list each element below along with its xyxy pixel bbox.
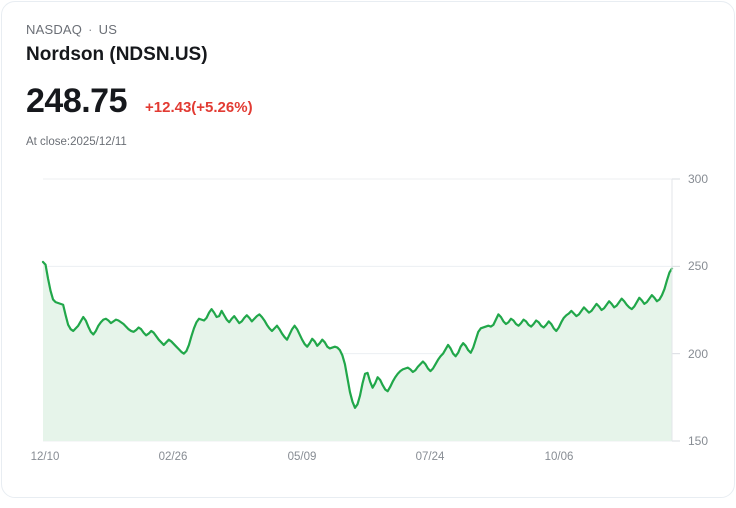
company-name: Nordson (NDSN.US) bbox=[26, 44, 208, 65]
last-price: 248.75 bbox=[26, 82, 128, 120]
price-row: 248.75 +12.43(+5.26%) bbox=[26, 82, 253, 120]
exchange-label: NASDAQ bbox=[26, 22, 83, 37]
y-axis-label: 200 bbox=[688, 346, 709, 361]
chart-axis-ticks bbox=[672, 178, 680, 442]
x-axis-label: 02/26 bbox=[158, 451, 188, 463]
x-axis-label: 05/09 bbox=[287, 451, 317, 463]
x-axis-label: 12/10 bbox=[30, 451, 60, 463]
exchange-separator: · bbox=[88, 22, 93, 37]
y-axis-label: 150 bbox=[688, 434, 709, 448]
price-line bbox=[41, 260, 674, 409]
region-label: US bbox=[98, 22, 118, 37]
market-status-note: At close:2025/12/11 bbox=[26, 136, 127, 148]
price-change: +12.43(+5.26%) bbox=[145, 99, 253, 116]
x-axis-label: 07/24 bbox=[415, 451, 445, 463]
price-chart[interactable]: 300 250 200 150 bbox=[2, 162, 734, 472]
x-axis-labels: 12/10 02/26 05/09 07/24 10/06 bbox=[2, 450, 734, 470]
y-axis-labels: 300 250 200 150 bbox=[686, 162, 734, 472]
x-axis-label: 10/06 bbox=[544, 451, 574, 463]
stock-quote-card: NASDAQ · US Nordson (NDSN.US) 248.75 +12.4… bbox=[1, 1, 735, 498]
price-chart-svg bbox=[41, 178, 680, 442]
y-axis-label: 250 bbox=[688, 259, 709, 274]
exchange-region-row: NASDAQ · US bbox=[26, 22, 253, 38]
y-axis-label: 300 bbox=[688, 172, 709, 186]
x-axis: 12/10 02/26 05/09 07/24 10/06 bbox=[2, 450, 734, 470]
price-area-fill bbox=[43, 261, 672, 441]
quote-header: NASDAQ · US Nordson (NDSN.US) 248.75 +12.4… bbox=[26, 22, 253, 149]
